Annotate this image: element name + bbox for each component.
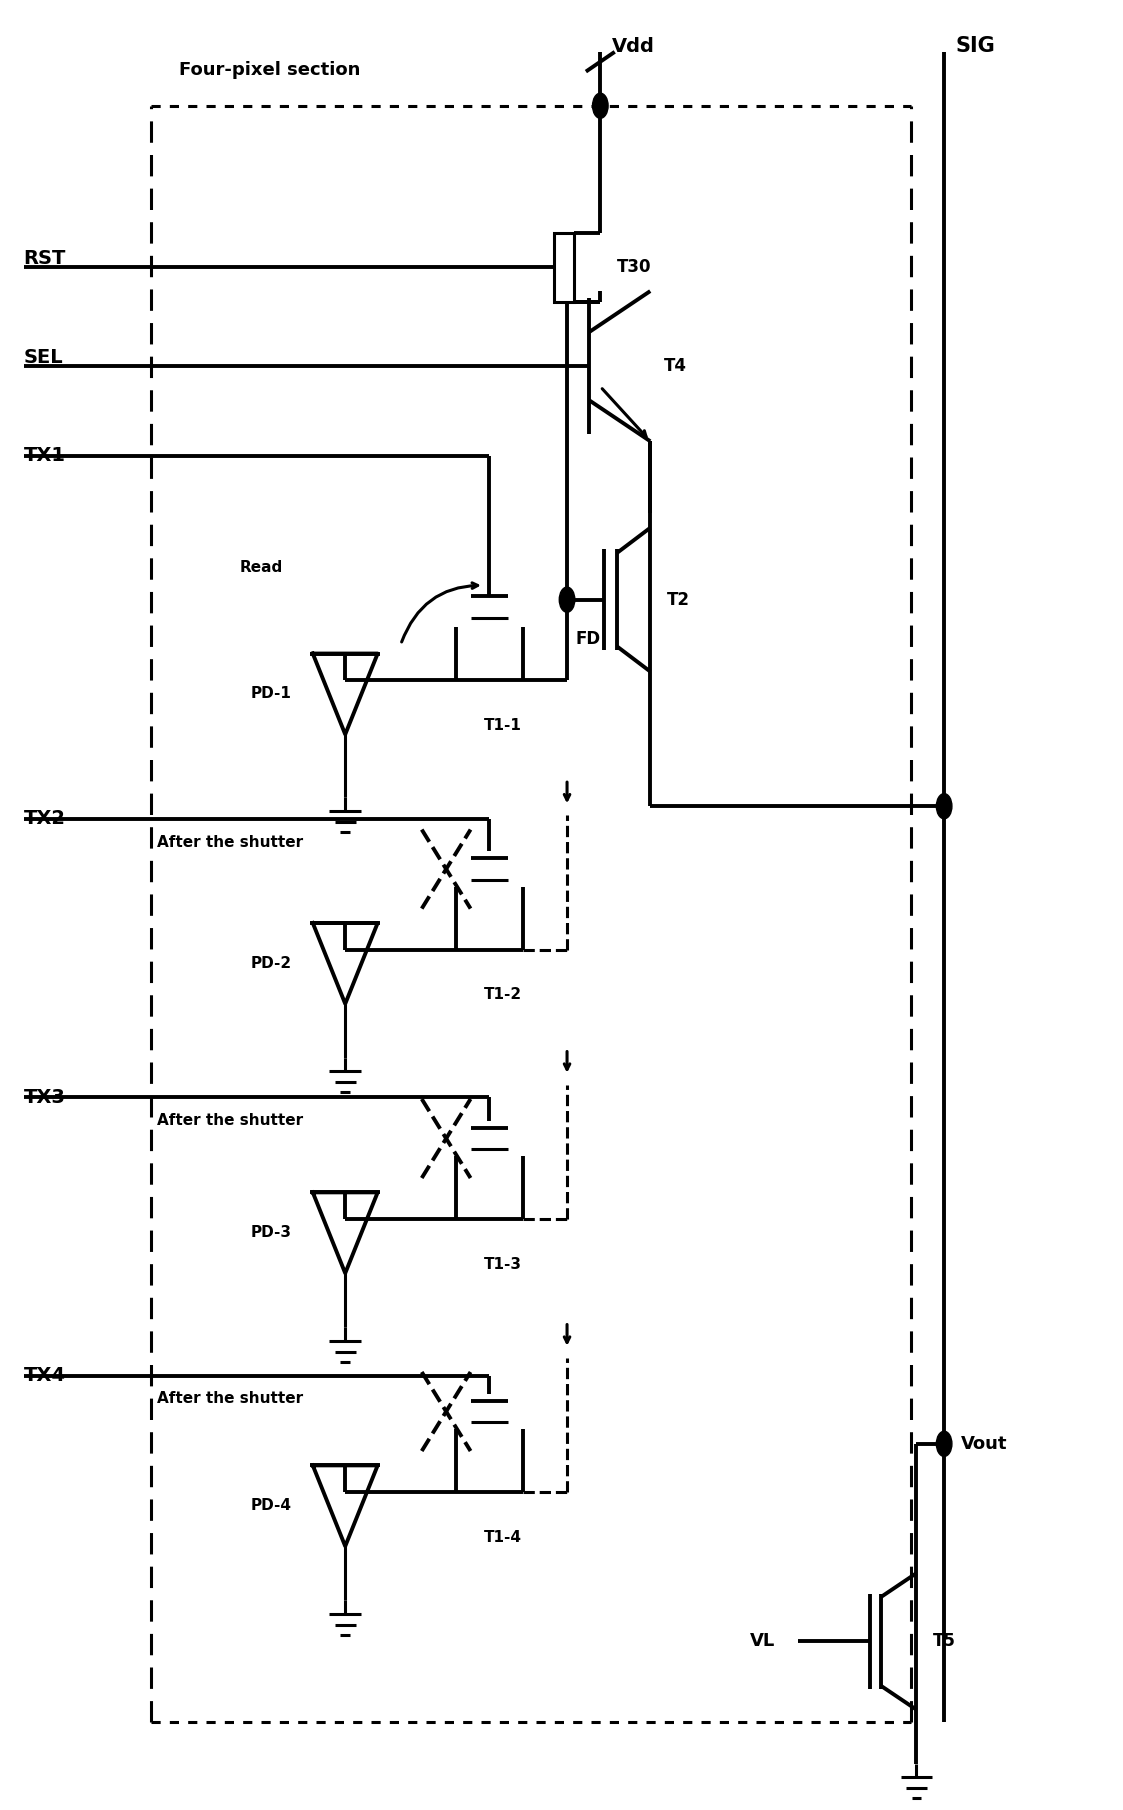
- Text: After the shutter: After the shutter: [157, 1113, 303, 1128]
- Text: Four-pixel section: Four-pixel section: [179, 62, 360, 80]
- Text: T1-2: T1-2: [484, 986, 522, 1003]
- Text: TX4: TX4: [24, 1367, 65, 1385]
- Text: T1-3: T1-3: [484, 1256, 522, 1272]
- Circle shape: [937, 1432, 952, 1457]
- Text: PD-3: PD-3: [250, 1225, 292, 1240]
- Text: PD-2: PD-2: [250, 956, 292, 970]
- Circle shape: [593, 92, 608, 118]
- Text: T2: T2: [667, 590, 690, 608]
- Text: FD: FD: [576, 630, 601, 648]
- Text: T30: T30: [617, 259, 651, 277]
- Circle shape: [559, 586, 575, 612]
- Text: TX2: TX2: [24, 809, 65, 829]
- Text: RST: RST: [24, 250, 66, 268]
- Text: Vdd: Vdd: [611, 36, 655, 56]
- Text: PD-1: PD-1: [250, 686, 292, 702]
- Text: Read: Read: [240, 559, 283, 576]
- Text: TX3: TX3: [24, 1088, 65, 1106]
- Text: T5: T5: [933, 1633, 956, 1651]
- Text: VL: VL: [750, 1633, 776, 1651]
- Text: PD-4: PD-4: [250, 1499, 292, 1513]
- Text: Vout: Vout: [961, 1435, 1007, 1453]
- Text: T1-1: T1-1: [484, 719, 522, 733]
- Text: TX1: TX1: [24, 447, 65, 465]
- Text: T1-4: T1-4: [484, 1529, 522, 1544]
- Text: After the shutter: After the shutter: [157, 1392, 303, 1406]
- Bar: [554, 233, 574, 302]
- Text: SIG: SIG: [956, 36, 995, 56]
- Circle shape: [937, 793, 952, 818]
- Text: After the shutter: After the shutter: [157, 834, 303, 849]
- Text: T4: T4: [664, 357, 686, 375]
- Text: SEL: SEL: [24, 348, 63, 367]
